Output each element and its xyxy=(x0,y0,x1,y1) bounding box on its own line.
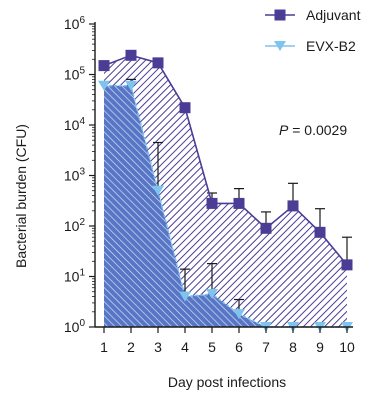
data-point xyxy=(98,80,110,91)
x-tick-label: 10 xyxy=(339,339,355,355)
y-tick-label: 103 xyxy=(64,167,86,184)
data-point xyxy=(341,259,353,271)
p-value-annotation: P = 0.0029 xyxy=(279,122,347,138)
x-tick-label: 7 xyxy=(262,339,270,355)
y-tick-label: 102 xyxy=(64,217,86,234)
data-point xyxy=(233,197,245,209)
x-tick-label: 1 xyxy=(100,339,108,355)
legend-marker xyxy=(274,41,286,51)
data-point xyxy=(314,226,326,238)
y-tick-label: 106 xyxy=(64,15,86,32)
y-axis-title: Bacterial burden (CFU) xyxy=(13,124,29,268)
series-markers xyxy=(98,49,353,332)
area-1 xyxy=(104,85,347,327)
x-tick-label: 3 xyxy=(154,339,162,355)
legend-marker xyxy=(274,9,286,21)
y-tick-label: 100 xyxy=(64,318,86,335)
y-tick-label: 101 xyxy=(64,268,86,285)
data-point xyxy=(125,80,137,91)
x-axis-title: Day post infections xyxy=(168,374,286,390)
data-point xyxy=(152,185,164,196)
y-tick-label: 105 xyxy=(64,66,86,83)
data-point xyxy=(233,309,245,320)
data-point xyxy=(287,200,299,212)
x-tick-label: 8 xyxy=(289,339,297,355)
y-tick-label: 104 xyxy=(64,116,86,133)
p-value-text: = 0.0029 xyxy=(288,122,347,138)
axes: 100 101 102 103 104 105 106 1 2 3 4 5 6 7 8 9 10 xyxy=(64,15,355,355)
data-point xyxy=(260,222,272,234)
x-tick-label: 6 xyxy=(235,339,243,355)
data-point xyxy=(206,289,218,300)
data-point xyxy=(206,197,218,209)
legend: Adjuvant EVX-B2 xyxy=(265,7,361,54)
legend-label: EVX-B2 xyxy=(306,38,356,54)
legend-label: Adjuvant xyxy=(306,7,361,23)
data-point xyxy=(125,49,137,61)
x-tick-label: 5 xyxy=(208,339,216,355)
x-tick-label: 4 xyxy=(181,339,189,355)
series-line-0 xyxy=(103,54,348,266)
data-point xyxy=(152,57,164,69)
series-areas xyxy=(104,55,347,328)
p-value-symbol: P xyxy=(279,122,289,138)
data-point xyxy=(98,60,110,72)
data-point xyxy=(179,291,191,302)
x-tick-label: 2 xyxy=(127,339,135,355)
data-point xyxy=(179,102,191,114)
svg-text:P = 0.0029: P = 0.0029 xyxy=(279,122,347,138)
x-tick-label: 9 xyxy=(316,339,324,355)
